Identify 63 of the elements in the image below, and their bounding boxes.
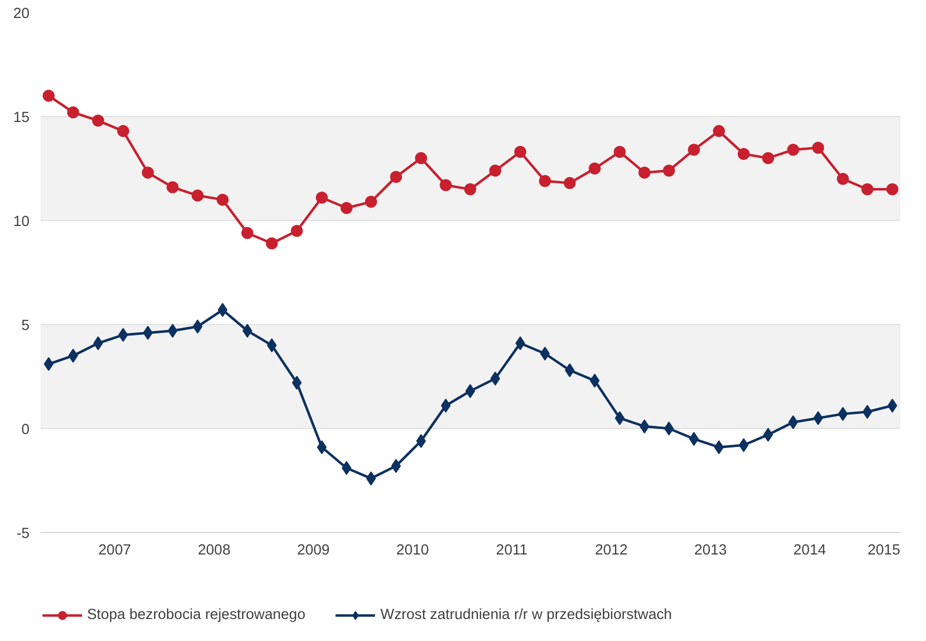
point	[117, 125, 130, 138]
point	[266, 338, 277, 352]
point	[538, 174, 551, 187]
point	[241, 226, 254, 239]
point	[590, 374, 600, 388]
point	[365, 196, 378, 208]
point	[489, 164, 502, 177]
point	[292, 376, 302, 390]
point	[440, 179, 452, 192]
point	[92, 114, 104, 127]
y-tick-label: 0	[21, 422, 30, 438]
x-tick-label: 2009	[297, 542, 330, 558]
x-tick-label: 2013	[694, 542, 727, 558]
point	[465, 384, 476, 398]
point	[738, 148, 750, 160]
point	[67, 106, 80, 118]
point	[614, 411, 625, 426]
legend-label: Stopa bezrobocia rejestrowanego	[87, 607, 306, 623]
point	[812, 142, 824, 154]
x-tick-label: 2014	[793, 542, 826, 558]
y-tick-label: 20	[13, 6, 30, 22]
y-tick-label: 5	[21, 318, 30, 334]
point	[42, 90, 55, 102]
point	[266, 237, 278, 250]
point	[564, 177, 576, 190]
point	[836, 172, 849, 185]
x-tick-label: 2010	[396, 542, 429, 558]
x-tick-label: 2008	[198, 542, 230, 558]
x-tick-label: 2012	[594, 542, 628, 558]
point	[490, 372, 500, 386]
point	[886, 183, 898, 196]
point	[340, 202, 353, 214]
point	[166, 181, 179, 194]
point	[290, 224, 303, 237]
point	[638, 166, 650, 179]
point	[440, 398, 451, 413]
y-tick-label: 15	[13, 110, 30, 126]
point	[142, 166, 154, 179]
point	[515, 336, 526, 350]
point	[712, 125, 725, 138]
point	[192, 190, 204, 202]
point	[614, 146, 626, 158]
y-tick-label: 10	[13, 214, 30, 230]
point	[762, 152, 774, 164]
point	[415, 152, 428, 164]
point	[514, 146, 526, 158]
legend-label: Wzrost zatrudnienia r/r w przedsiębiorstwach	[380, 607, 672, 623]
point	[316, 192, 328, 204]
x-tick-label: 2007	[98, 542, 132, 558]
point	[464, 183, 476, 196]
point	[316, 440, 327, 454]
point	[588, 162, 601, 174]
point	[564, 363, 575, 378]
point	[861, 183, 874, 196]
x-tick-label: 2011	[496, 542, 528, 558]
x-tick-label: 2015	[868, 542, 900, 558]
point	[787, 144, 800, 156]
point	[662, 164, 675, 177]
point	[688, 144, 700, 156]
point	[390, 170, 402, 183]
y-tick-label: -5	[16, 526, 30, 542]
point	[664, 422, 674, 436]
point	[216, 194, 229, 206]
